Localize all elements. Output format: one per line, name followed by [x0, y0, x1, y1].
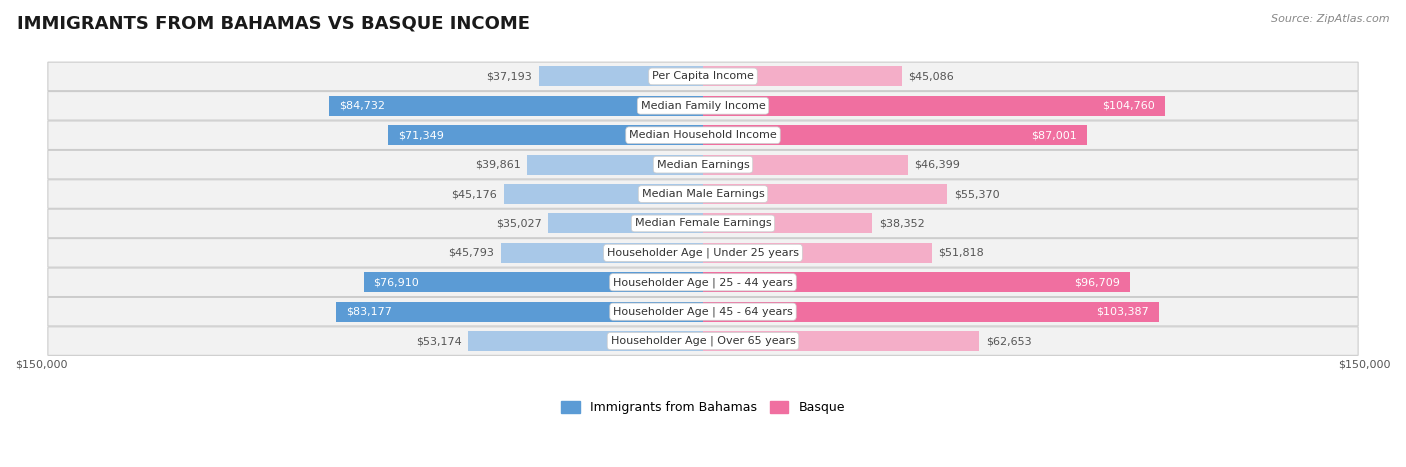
FancyBboxPatch shape [48, 121, 1358, 149]
Text: Householder Age | 45 - 64 years: Householder Age | 45 - 64 years [613, 306, 793, 317]
Bar [703, 272, 1129, 292]
Text: IMMIGRANTS FROM BAHAMAS VS BASQUE INCOME: IMMIGRANTS FROM BAHAMAS VS BASQUE INCOME [17, 14, 530, 32]
Bar [388, 125, 703, 145]
Text: Householder Age | Over 65 years: Householder Age | Over 65 years [610, 336, 796, 347]
FancyBboxPatch shape [48, 239, 1358, 267]
Text: Median Male Earnings: Median Male Earnings [641, 189, 765, 199]
FancyBboxPatch shape [48, 297, 1358, 326]
Bar [703, 243, 932, 263]
Bar [503, 184, 703, 204]
Text: Median Earnings: Median Earnings [657, 160, 749, 170]
Text: Source: ZipAtlas.com: Source: ZipAtlas.com [1271, 14, 1389, 24]
Bar [703, 66, 901, 86]
Text: $55,370: $55,370 [953, 189, 1000, 199]
Bar [527, 155, 703, 175]
FancyBboxPatch shape [48, 209, 1358, 238]
Text: Per Capita Income: Per Capita Income [652, 71, 754, 81]
Text: Median Female Earnings: Median Female Earnings [634, 219, 772, 228]
Bar [364, 272, 703, 292]
Bar [468, 331, 703, 351]
Bar [703, 213, 872, 234]
FancyBboxPatch shape [48, 268, 1358, 297]
Text: Householder Age | 25 - 44 years: Householder Age | 25 - 44 years [613, 277, 793, 288]
FancyBboxPatch shape [48, 180, 1358, 208]
Bar [538, 66, 703, 86]
Text: $38,352: $38,352 [879, 219, 925, 228]
Text: $104,760: $104,760 [1102, 101, 1156, 111]
Text: Median Household Income: Median Household Income [628, 130, 778, 140]
Text: $87,001: $87,001 [1031, 130, 1077, 140]
Text: $45,086: $45,086 [908, 71, 955, 81]
FancyBboxPatch shape [48, 62, 1358, 91]
Text: Householder Age | Under 25 years: Householder Age | Under 25 years [607, 248, 799, 258]
FancyBboxPatch shape [48, 327, 1358, 355]
Text: $62,653: $62,653 [986, 336, 1032, 346]
Text: $37,193: $37,193 [486, 71, 533, 81]
Bar [703, 96, 1166, 116]
Text: $103,387: $103,387 [1097, 307, 1149, 317]
Bar [548, 213, 703, 234]
FancyBboxPatch shape [48, 92, 1358, 120]
Text: $53,174: $53,174 [416, 336, 461, 346]
Text: $45,176: $45,176 [451, 189, 498, 199]
FancyBboxPatch shape [48, 150, 1358, 179]
Text: $35,027: $35,027 [496, 219, 541, 228]
Bar [703, 184, 948, 204]
Text: $71,349: $71,349 [398, 130, 444, 140]
Bar [501, 243, 703, 263]
Bar [703, 331, 980, 351]
Bar [329, 96, 703, 116]
Text: $83,177: $83,177 [346, 307, 392, 317]
Text: $84,732: $84,732 [339, 101, 385, 111]
Text: $39,861: $39,861 [475, 160, 520, 170]
Bar [336, 302, 703, 322]
Text: $45,793: $45,793 [449, 248, 495, 258]
Bar [703, 302, 1159, 322]
Legend: Immigrants from Bahamas, Basque: Immigrants from Bahamas, Basque [561, 401, 845, 414]
Text: $46,399: $46,399 [914, 160, 960, 170]
Bar [703, 125, 1087, 145]
Text: $76,910: $76,910 [374, 277, 419, 287]
Text: Median Family Income: Median Family Income [641, 101, 765, 111]
Text: $51,818: $51,818 [938, 248, 984, 258]
Text: $96,709: $96,709 [1074, 277, 1119, 287]
Bar [703, 155, 908, 175]
